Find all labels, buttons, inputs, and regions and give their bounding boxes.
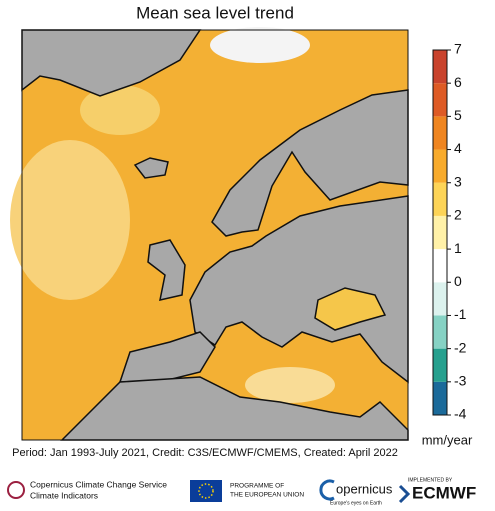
ice bbox=[210, 27, 310, 63]
colorbar-segment bbox=[433, 315, 447, 349]
colorbar-tick-label: -4 bbox=[454, 406, 467, 422]
colorbar-segment bbox=[433, 215, 447, 250]
colorbar-tick-label: 6 bbox=[454, 74, 462, 90]
eu-flag bbox=[190, 480, 222, 502]
ecmwf-text: ECMWF bbox=[412, 483, 476, 502]
copernicus-c bbox=[319, 479, 335, 501]
map-frame bbox=[21, 29, 409, 441]
scandinavia bbox=[211, 89, 409, 237]
black-sea bbox=[314, 287, 387, 331]
eu-text: PROGRAMME OF bbox=[230, 483, 284, 490]
colorbar-segment bbox=[433, 182, 447, 216]
colorbar-segment bbox=[433, 381, 447, 415]
colorbar-segment bbox=[433, 282, 447, 316]
colorbar-tick-label: 7 bbox=[454, 41, 462, 57]
colorbar-segment bbox=[433, 348, 447, 382]
c3s-logo bbox=[7, 481, 25, 499]
title: Mean sea level trend bbox=[136, 3, 294, 22]
map bbox=[10, 27, 409, 441]
sea-patch bbox=[80, 85, 160, 135]
colorbar-unit: mm/year bbox=[422, 432, 473, 447]
eu-text: THE EUROPEAN UNION bbox=[230, 492, 304, 499]
colorbar-segment bbox=[433, 116, 447, 150]
sea-patch bbox=[245, 367, 335, 403]
iceland bbox=[133, 157, 169, 179]
eu-stars bbox=[198, 483, 214, 499]
colorbar-tick-label: -3 bbox=[454, 373, 467, 389]
credit: Period: Jan 1993-July 2021, Credit: C3S/… bbox=[12, 447, 398, 459]
c3s-text: Copernicus Climate Change Service bbox=[30, 479, 167, 489]
colorbar-tick-label: -1 bbox=[454, 306, 467, 322]
c3s-text: Climate Indicators bbox=[30, 490, 98, 500]
colorbar-tick-label: 2 bbox=[454, 207, 462, 223]
colorbar-tick-label: -2 bbox=[454, 339, 467, 355]
colorbar-frame bbox=[432, 49, 448, 416]
colorbar-tick-label: 3 bbox=[454, 173, 462, 189]
footer: Copernicus Climate Change Service Climat… bbox=[7, 477, 476, 506]
ecmwf-small: IMPLEMENTED BY bbox=[408, 477, 453, 483]
colorbar-tick-label: 5 bbox=[454, 107, 462, 123]
britain bbox=[147, 239, 186, 301]
copernicus-text: opernicus bbox=[336, 481, 393, 496]
sea-patch bbox=[10, 140, 130, 300]
copernicus-tagline: Europe's eyes on Earth bbox=[330, 500, 382, 506]
continent bbox=[189, 195, 409, 384]
greenland bbox=[21, 29, 202, 97]
colorbar-segment bbox=[433, 249, 447, 283]
ecmwf-mark bbox=[398, 484, 411, 504]
colorbar-segment bbox=[433, 149, 447, 183]
colorbar-tick-label: 1 bbox=[454, 240, 462, 256]
colorbar: -4 -3 -2 -1 0 1 2 3 4 5 6 7 bbox=[432, 41, 467, 422]
colorbar-segment bbox=[433, 50, 447, 84]
colorbar-tick-label: 0 bbox=[454, 273, 462, 289]
colorbar-segment bbox=[433, 83, 447, 117]
colorbar-tick-label: 4 bbox=[454, 140, 462, 156]
